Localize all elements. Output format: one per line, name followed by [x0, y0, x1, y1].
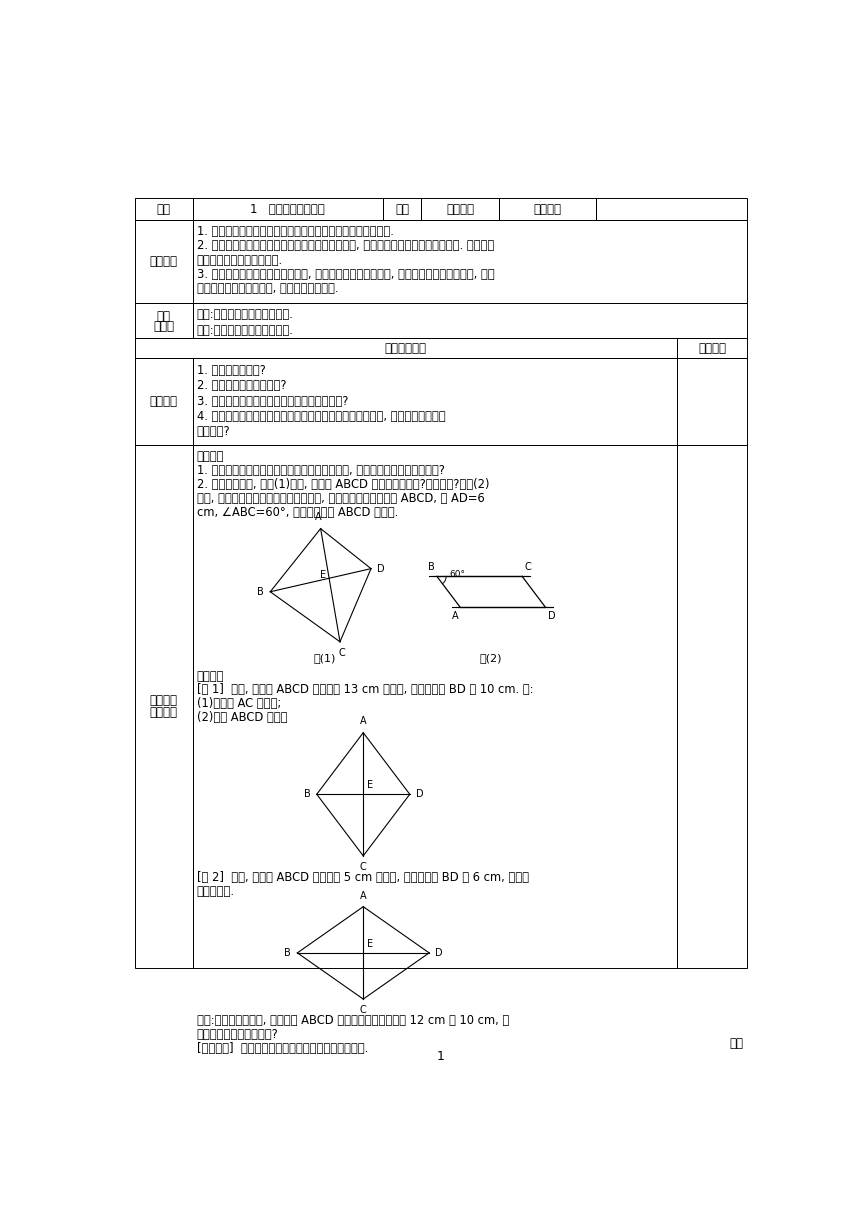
Text: 课时: 课时: [395, 203, 409, 215]
Text: 4. 说出三角形、正方形、平行四边形等图形面积的计算方法, 那么菱形的面积怎: 4. 说出三角形、正方形、平行四边形等图形面积的计算方法, 那么菱形的面积怎: [197, 410, 445, 423]
Text: B: B: [285, 948, 292, 958]
Text: E: E: [367, 781, 373, 790]
Text: 2. 菱形的判定方法有哪些?: 2. 菱形的判定方法有哪些?: [197, 379, 286, 393]
Text: A: A: [360, 890, 366, 901]
Text: C: C: [525, 563, 531, 573]
Text: 类比推导的数学思维习惯, 鼓励探索尝试精神.: 类比推导的数学思维习惯, 鼓励探索尝试精神.: [197, 282, 338, 295]
Text: 合作探究: 合作探究: [150, 706, 178, 719]
Text: 图(1): 图(1): [313, 653, 335, 663]
Text: D: D: [548, 610, 556, 621]
Bar: [135, 338, 677, 359]
Text: cm, ∠ABC=60°, 试计算四边形 ABCD 的面积.: cm, ∠ABC=60°, 试计算四边形 ABCD 的面积.: [197, 506, 398, 518]
Text: C: C: [359, 862, 366, 872]
Text: 重点:菱形面积计算的特殊方法.: 重点:菱形面积计算的特殊方法.: [197, 309, 293, 321]
Bar: [135, 220, 193, 303]
Bar: [383, 198, 421, 220]
Bar: [677, 338, 746, 359]
Bar: [135, 198, 193, 220]
Text: 教学活动设计: 教学活动设计: [385, 342, 427, 355]
Text: 课堂导入: 课堂导入: [150, 395, 178, 409]
Text: 1   菱形的性质与判定: 1 菱形的性质与判定: [250, 203, 325, 215]
Text: (1)对角线 AC 的长度;: (1)对角线 AC 的长度;: [197, 697, 281, 710]
Text: E: E: [320, 570, 326, 580]
Bar: [193, 359, 677, 445]
Bar: [677, 445, 746, 968]
Text: D: D: [416, 789, 424, 799]
Text: 2. 通过三角形、平行四边形等特殊图形面积的计算, 类比推导出菱形面积的计算方法. 熟练运用: 2. 通过三角形、平行四边形等特殊图形面积的计算, 类比推导出菱形面积的计算方法…: [197, 240, 494, 253]
Text: 3. 通过用菱形知识解决身边的问题, 体会数学知识应用的价值, 提高学生学习数学的兴趣, 培养: 3. 通过用菱形知识解决身边的问题, 体会数学知识应用的价值, 提高学生学习数学…: [197, 268, 494, 281]
Bar: [193, 445, 677, 968]
Text: 所示, 将两张等宽的长方形纸条交叉叠放, 重叠部分是一个四边形 ABCD, 若 AD=6: 所示, 将两张等宽的长方形纸条交叉叠放, 重叠部分是一个四边形 ABCD, 若 …: [197, 491, 484, 505]
Text: 合作探究: 合作探究: [197, 670, 224, 682]
Text: 重难点: 重难点: [153, 320, 175, 333]
Text: D: D: [378, 564, 384, 574]
Text: 1. 菱形有哪些性质?: 1. 菱形有哪些性质?: [197, 364, 266, 377]
Text: B: B: [304, 789, 310, 799]
Text: 上课时间: 上课时间: [533, 203, 562, 215]
Text: 难点:菱形面积计算的特殊方法.: 难点:菱形面积计算的特殊方法.: [197, 323, 293, 337]
Text: B: B: [257, 587, 264, 597]
Text: 第３课时: 第３课时: [446, 203, 474, 215]
Text: A: A: [315, 512, 322, 523]
Text: B: B: [427, 563, 434, 573]
Text: (2)菱形 ABCD 的面积: (2)菱形 ABCD 的面积: [197, 711, 287, 724]
Text: A: A: [452, 610, 458, 621]
Text: 2. 看下面的问题, 如图(1)所示, 四边形 ABCD 是平行四边形吗?是菱形吗?如图(2): 2. 看下面的问题, 如图(1)所示, 四边形 ABCD 是平行四边形吗?是菱形…: [197, 478, 489, 491]
Bar: [135, 359, 193, 445]
Text: [例 2]  如图, 四边形 ABCD 是边长为 5 cm 的菱形, 其中对角线 BD 长 6 cm, 求菱形: [例 2] 如图, 四边形 ABCD 是边长为 5 cm 的菱形, 其中对角线 …: [197, 871, 529, 884]
Bar: [193, 303, 746, 338]
Bar: [135, 445, 193, 968]
Text: 自学指导: 自学指导: [197, 450, 224, 463]
Text: [知识拓展]  菱形的面积等于其对角线长的乘积的一半.: [知识拓展] 菱形的面积等于其对角线长的乘积的一半.: [197, 1042, 368, 1055]
Text: D: D: [435, 948, 443, 958]
Text: 其判定与性质进行推理证明.: 其判定与性质进行推理证明.: [197, 254, 283, 266]
Text: 探索新知: 探索新知: [150, 694, 178, 706]
Text: 教学: 教学: [157, 310, 170, 322]
Text: [例 1]  如图, 四边形 ABCD 是边长为 13 cm 的菱形, 其中对角线 BD 长 10 cm. 求:: [例 1] 如图, 四边形 ABCD 是边长为 13 cm 的菱形, 其中对角线…: [197, 683, 533, 697]
Text: 60°: 60°: [449, 570, 465, 579]
Text: C: C: [359, 1006, 366, 1015]
Text: 样直接计算出菱形的面积?: 样直接计算出菱形的面积?: [197, 1029, 279, 1041]
Text: A: A: [360, 716, 366, 726]
Text: 样计算呢?: 样计算呢?: [197, 426, 230, 439]
Text: 续表: 续表: [729, 1037, 743, 1049]
Text: 课题: 课题: [157, 203, 170, 215]
Bar: [193, 220, 746, 303]
Text: C: C: [339, 648, 346, 658]
Text: 思考:如果上述例题中, 已知菱形 ABCD 的两条对角线的长度为 12 cm 和 10 cm, 怎: 思考:如果上述例题中, 已知菱形 ABCD 的两条对角线的长度为 12 cm 和…: [197, 1014, 509, 1028]
Bar: [135, 303, 193, 338]
Text: 一边上的高.: 一边上的高.: [197, 885, 235, 899]
Text: 1: 1: [437, 1049, 445, 1063]
Text: 二次设计: 二次设计: [698, 342, 726, 355]
Text: E: E: [367, 939, 373, 948]
Text: 1. 我们借助三角形和平行四边形面积的计算方法, 能不能计算出菱形的面积呢?: 1. 我们借助三角形和平行四边形面积的计算方法, 能不能计算出菱形的面积呢?: [197, 465, 445, 477]
Text: 图(2): 图(2): [480, 653, 502, 663]
Text: 1. 掌握菱形面积的特殊计算方法及菱形性质与判定的综合应用.: 1. 掌握菱形面积的特殊计算方法及菱形性质与判定的综合应用.: [197, 225, 394, 238]
Bar: [596, 198, 746, 220]
Bar: [677, 359, 746, 445]
Bar: [499, 198, 596, 220]
Bar: [193, 198, 383, 220]
Bar: [421, 198, 499, 220]
Text: 3. 菱形与平行四边形的联系与区别分别是什么?: 3. 菱形与平行四边形的联系与区别分别是什么?: [197, 395, 348, 407]
Text: 教学目标: 教学目标: [150, 255, 178, 268]
